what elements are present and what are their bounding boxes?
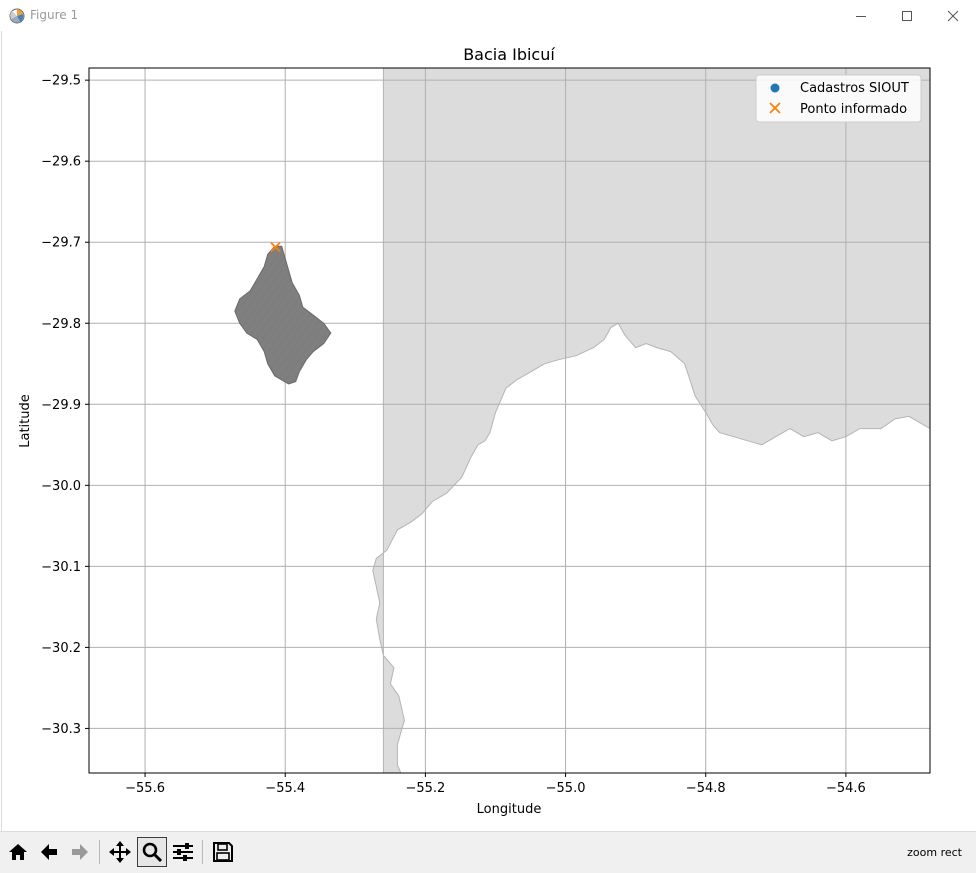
toolbar-separator (99, 840, 100, 864)
legend-marker-ponto (769, 102, 781, 114)
y-tick-label: −30.1 (41, 560, 81, 575)
y-axis: −29.5 −29.6 −29.7 −29.8 −29.9 −30.0 −30.1 −30.2… (41, 74, 89, 737)
x-tick-label: −55.4 (265, 781, 305, 796)
x-tick-label: −54.8 (686, 781, 726, 796)
x-tick-label: −54.6 (826, 781, 866, 796)
zoom-button[interactable] (137, 837, 167, 867)
maximize-button[interactable] (884, 0, 930, 31)
legend: Cadastros SIOUT Ponto informado (755, 74, 922, 123)
forward-button[interactable] (65, 837, 95, 867)
arrow-left-icon (41, 844, 57, 860)
y-axis-label: Latitude (18, 394, 33, 448)
grid-lines (89, 68, 930, 773)
minimize-button[interactable] (838, 0, 884, 31)
x-tick-label: −55.2 (405, 781, 445, 796)
x-axis-label: Longitude (477, 802, 542, 817)
x-tick-label: −55.0 (546, 781, 586, 796)
axes-frame (88, 67, 931, 774)
save-button[interactable] (208, 837, 238, 867)
figure-canvas[interactable]: −55.6 −55.4 −55.2 −55.0 −54.8 −54.6 −29.5 −29.… (1, 31, 976, 831)
sliders-icon (173, 843, 193, 861)
legend-label-cadastros: Cadastros SIOUT (800, 81, 909, 96)
y-tick-label: −29.7 (41, 236, 81, 251)
magnifier-icon (142, 842, 163, 863)
window-title: Figure 1 (30, 8, 79, 22)
legend-marker-cadastros (770, 83, 780, 93)
y-tick-label: −29.9 (41, 398, 81, 413)
floppy-disk-icon (213, 842, 233, 862)
close-button[interactable] (930, 0, 976, 31)
y-tick-label: −29.5 (41, 74, 81, 89)
x-axis: −55.6 −55.4 −55.2 −55.0 −54.8 −54.6 (125, 773, 866, 796)
status-message: zoom rect (907, 846, 962, 859)
ponto-informado-marker (270, 241, 281, 253)
chart-title: Bacia Ibicuí (463, 45, 555, 64)
move-arrows-icon (109, 841, 131, 863)
y-tick-label: −30.2 (41, 641, 81, 656)
navigation-toolbar: zoom rect (0, 831, 976, 873)
x-tick-label: −55.6 (125, 781, 165, 796)
minimize-icon (856, 15, 866, 17)
configure-subplots-button[interactable] (168, 837, 198, 867)
plot-svg: −55.6 −55.4 −55.2 −55.0 −54.8 −54.6 −29.5−29.… (18, 45, 931, 817)
home-button[interactable] (3, 837, 33, 867)
maximize-icon (902, 10, 912, 21)
back-button[interactable] (34, 837, 64, 867)
title-bar: Figure 1 (0, 0, 976, 31)
home-icon (9, 844, 27, 860)
arrow-right-icon (72, 844, 88, 860)
y-tick-label: −30.3 (41, 722, 81, 737)
basin-subcatchment-texture (234, 246, 331, 384)
y-tick-label: −29.6 (41, 155, 81, 170)
pan-button[interactable] (105, 837, 135, 867)
close-icon (947, 10, 959, 21)
y-tick-label: −30.0 (41, 479, 81, 494)
legend-label-ponto: Ponto informado (800, 102, 907, 117)
markers (270, 241, 281, 253)
y-tick-label: −29.8 (41, 317, 81, 332)
toolbar-separator (202, 840, 203, 864)
background-region (372, 68, 930, 773)
matplotlib-app-icon (9, 8, 25, 24)
legend-frame (755, 74, 922, 123)
